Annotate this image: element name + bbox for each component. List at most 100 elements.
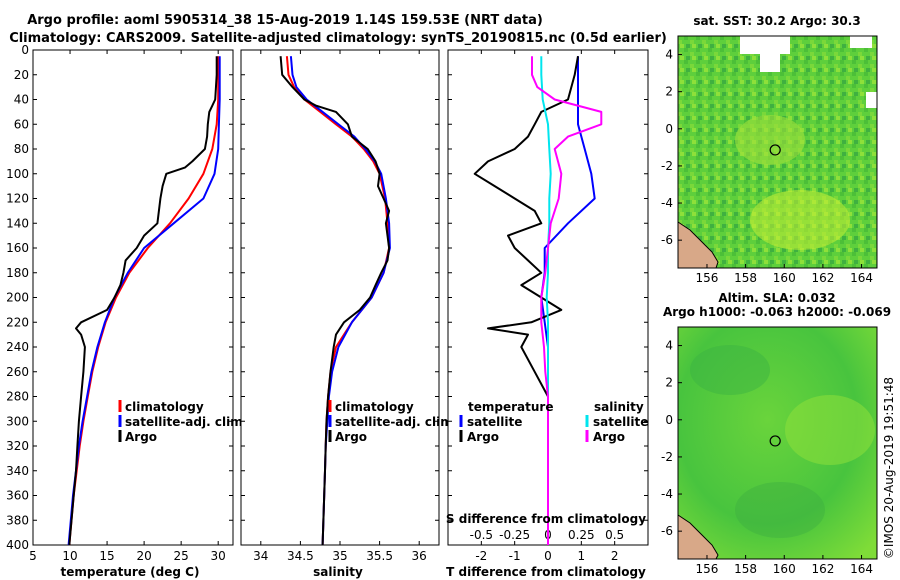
legend-label-s-satellite: satellite	[593, 415, 648, 429]
map-y-tick-label: -4	[661, 196, 673, 210]
salinity-depth-ticks	[241, 49, 439, 546]
difference-x-axis: -2 -1 0 1 2-0.5 -0.25 0 0.25 0.5	[470, 50, 624, 563]
credit-stamp: ©IMOS 20-Aug-2019 19:51:48	[882, 377, 896, 559]
argo-position-marker	[769, 435, 781, 447]
depth-tick-label: 40	[14, 93, 29, 107]
x-tick-label: 34.5	[287, 549, 314, 563]
sst-warm-patch	[735, 115, 805, 165]
depth-tick-label: 80	[14, 142, 29, 156]
s-diff-tick-label: -0.5	[470, 528, 493, 542]
x-tick-label: 36	[412, 549, 427, 563]
depth-tick-label: 240	[6, 340, 29, 354]
sst-warm-patch	[750, 190, 850, 250]
s-diff-tick-label: 0.25	[568, 528, 595, 542]
difference-legend: temperature salinity satellite Argo sate…	[459, 400, 648, 444]
depth-tick-label: 360	[6, 489, 29, 503]
legend-label-argo: Argo	[335, 430, 367, 444]
x-tick-label: 25	[174, 549, 189, 563]
difference-series	[473, 56, 603, 545]
depth-tick-label: 320	[6, 439, 29, 453]
map-y-tick-label: 0	[665, 413, 673, 427]
salinity-axes	[240, 49, 440, 546]
s-diff-tick-label: 0.5	[605, 528, 624, 542]
salinity-series	[279, 56, 391, 546]
map-x-tick-label: 164	[850, 271, 873, 285]
sst-map-title: sat. SST: 30.2 Argo: 30.3	[693, 14, 860, 28]
x-tick-label: 10	[62, 549, 77, 563]
map-x-tick-label: 160	[773, 562, 796, 576]
map-x-tick-label: 160	[773, 271, 796, 285]
difference-panel: -2 -1 0 1 2-0.5 -0.25 0 0.25 0.5 S difference fr…	[446, 49, 649, 579]
salinity-legend: climatology satellite-adj. clim. Argo	[328, 400, 457, 444]
temperature-series	[67, 56, 221, 546]
temperature-legend: climatology satellite-adj. clim. Argo	[118, 400, 247, 444]
sla-low-patch	[690, 345, 770, 395]
sst-map-axes: 156 158 160 162 164 4 2 0 -2 -4 -6	[661, 48, 873, 285]
map-y-tick-label: -4	[661, 487, 673, 501]
map-y-tick-label: -6	[661, 233, 673, 247]
title-line-2: Climatology: CARS2009. Satellite-adjuste…	[9, 31, 667, 46]
map-x-tick-label: 156	[696, 562, 719, 576]
temperature-x-axis: 5 10 15 20 25 30	[29, 50, 226, 563]
sst-map-frame	[677, 35, 878, 269]
depth-tick-label: 180	[6, 266, 29, 280]
salinity-x-axis: 34 34.5 35 35.5 36	[253, 50, 427, 563]
legend-title-salinity: salinity	[594, 400, 644, 414]
map-x-tick-label: 162	[811, 271, 834, 285]
depth-tick-label: 120	[6, 192, 29, 206]
map-x-tick-label: 162	[811, 562, 834, 576]
depth-tick-label: 280	[6, 390, 29, 404]
legend-label-climatology: climatology	[125, 400, 204, 414]
x-tick-label: 5	[29, 549, 37, 563]
depth-tick-label: 200	[6, 291, 29, 305]
s-diff-tick-label: -0.25	[499, 528, 530, 542]
depth-axis: 0 20 40 60 80 100 120 140 160 180 200 220 240 260 280 3…	[6, 43, 233, 552]
map-y-tick-label: 0	[665, 122, 673, 136]
t-difference-xlabel: T difference from climatology	[446, 565, 646, 579]
depth-tick-label: 20	[14, 68, 29, 82]
x-tick-label: 15	[99, 549, 114, 563]
depth-tick-label: 220	[6, 315, 29, 329]
temperature-panel: 0 20 40 60 80 100 120 140 160 180 200 220 240 260 280 3…	[6, 43, 247, 579]
map-x-tick-label: 158	[734, 271, 757, 285]
map-y-tick-label: 2	[665, 85, 673, 99]
legend-label-satellite: satellite-adj. clim.	[125, 415, 247, 429]
x-tick-label: 35	[332, 549, 347, 563]
depth-tick-label: 0	[21, 43, 29, 57]
x-tick-label: 35.5	[366, 549, 393, 563]
s-difference-label: S difference from climatology	[446, 512, 646, 526]
x-tick-label: 2	[611, 549, 619, 563]
x-tick-label: -2	[475, 549, 487, 563]
depth-tick-label: 60	[14, 117, 29, 131]
map-y-tick-label: -2	[661, 159, 673, 173]
sla-low-patch	[735, 482, 825, 538]
sla-map-title-2: Argo h1000: -0.063 h2000: -0.069	[663, 305, 891, 319]
x-tick-label: 30	[211, 549, 226, 563]
salinity-panel: 34 34.5 35 35.5 36 salinity climatology sate…	[240, 49, 457, 579]
sst-missing-patch	[850, 36, 872, 48]
map-y-tick-label: 4	[665, 339, 673, 353]
map-y-tick-label: -2	[661, 450, 673, 464]
x-tick-label: 0	[544, 549, 552, 563]
series-line-argo	[68, 56, 218, 546]
legend-label-argo: Argo	[125, 430, 157, 444]
legend-label-t-argo: Argo	[467, 430, 499, 444]
map-y-tick-label: 4	[665, 48, 673, 62]
sst-missing-patch	[866, 92, 877, 108]
x-tick-label: 34	[253, 549, 268, 563]
sst-missing-patch	[740, 36, 790, 54]
sla-map-panel: Altim. SLA: 0.032 Argo h1000: -0.063 h20…	[661, 291, 891, 576]
depth-tick-label: 160	[6, 241, 29, 255]
title-line-1: Argo profile: aoml 5905314_38 15-Aug-201…	[27, 13, 543, 28]
series-line-s-argo	[531, 56, 603, 545]
legend-title-temperature: temperature	[468, 400, 553, 414]
salinity-xlabel: salinity	[313, 565, 363, 579]
depth-tick-label: 300	[6, 414, 29, 428]
legend-label-satellite: satellite-adj. clim.	[335, 415, 457, 429]
legend-label-s-argo: Argo	[593, 430, 625, 444]
depth-tick-label: 140	[6, 216, 29, 230]
legend-label-climatology: climatology	[335, 400, 414, 414]
series-line-argo	[279, 56, 391, 546]
map-y-tick-label: 2	[665, 376, 673, 390]
temperature-xlabel: temperature (deg C)	[61, 565, 200, 579]
